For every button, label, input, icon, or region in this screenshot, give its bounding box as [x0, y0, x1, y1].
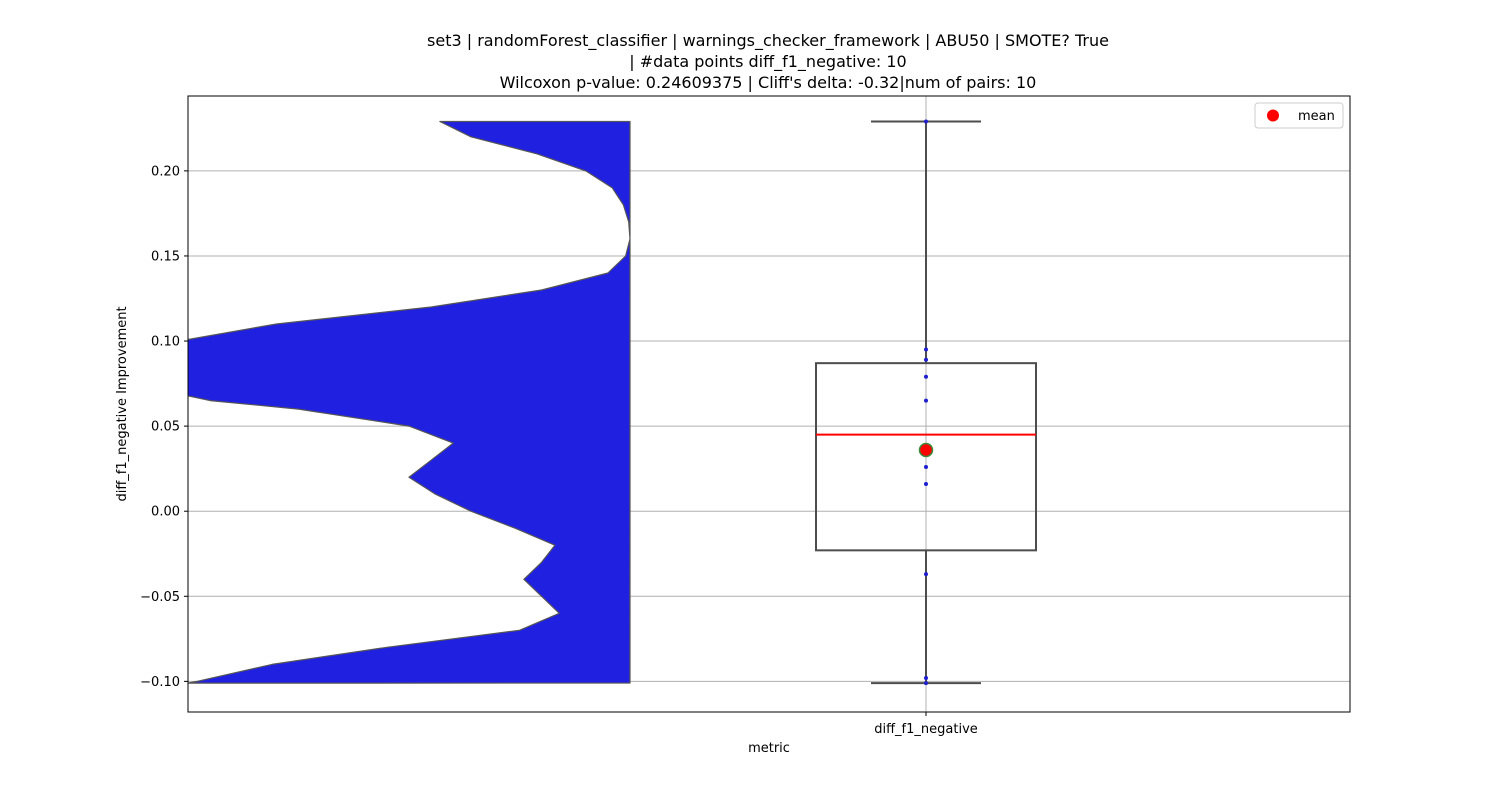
legend: mean — [1254, 102, 1344, 129]
iqr-box — [815, 362, 1037, 552]
data-point — [924, 481, 928, 486]
plot-frame — [187, 95, 1351, 713]
legend-frame — [1254, 102, 1344, 129]
legend-mean-label: mean — [1298, 109, 1335, 124]
chart-title: set3 | randomForest_classifier | warning… — [427, 31, 1109, 92]
mean-marker — [918, 442, 934, 458]
data-point — [924, 119, 928, 124]
points-layer — [918, 119, 934, 686]
title-line-3: Wilcoxon p-value: 0.24609375 | Cliff's d… — [500, 73, 1037, 92]
y-axis: −0.10 −0.05 0.00 0.05 0.10 0.15 0.20 — [140, 164, 188, 690]
data-point — [924, 357, 928, 362]
data-point — [924, 681, 928, 686]
y-tick-label: 0.00 — [151, 505, 180, 520]
violin-layer — [188, 120, 631, 684]
y-tick-label: 0.10 — [151, 335, 180, 350]
x-axis: diff_f1_negative — [874, 712, 978, 737]
x-axis-label: metric — [748, 741, 790, 756]
x-tick-label: diff_f1_negative — [874, 722, 978, 737]
title-line-2: | #data points diff_f1_negative: 10 — [629, 52, 906, 72]
data-point — [924, 675, 928, 680]
data-point — [924, 464, 928, 469]
y-tick-label: −0.10 — [140, 675, 180, 690]
title-line-1: set3 | randomForest_classifier | warning… — [427, 31, 1109, 51]
y-tick-label: −0.05 — [140, 590, 180, 605]
data-point — [924, 398, 928, 403]
y-tick-label: 0.05 — [151, 420, 180, 435]
y-tick-label: 0.15 — [151, 249, 180, 264]
data-point — [924, 572, 928, 577]
violin-body — [188, 120, 631, 684]
legend-mean-marker — [1267, 109, 1279, 122]
data-point — [924, 347, 928, 352]
y-tick-label: 0.20 — [151, 164, 180, 179]
y-axis-label: diff_f1_negative Improvement — [115, 306, 130, 501]
data-point — [924, 374, 928, 379]
